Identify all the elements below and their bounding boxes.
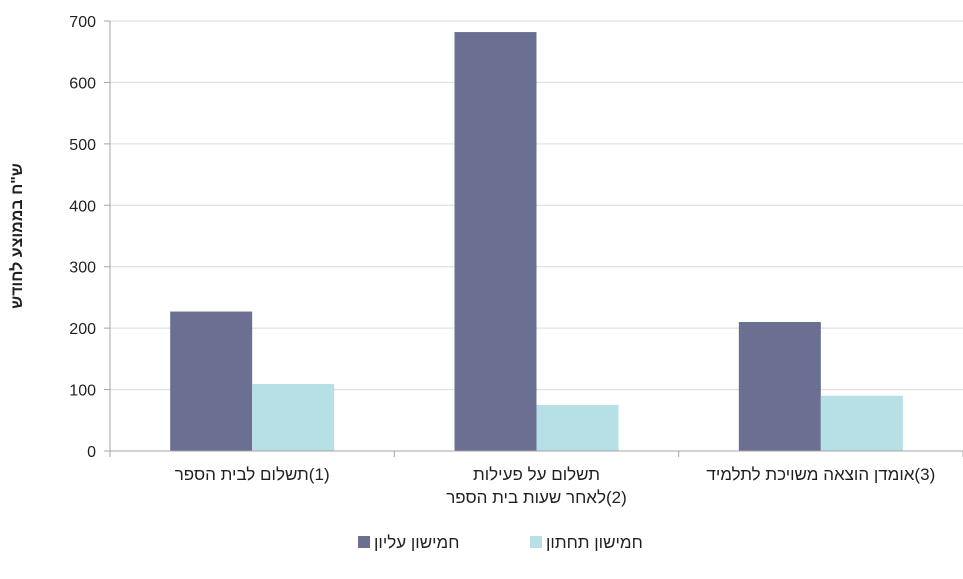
bar-bottom-quintile-3 [820,395,903,451]
y-axis-label: ש"ח בממוצע לחודש [8,163,26,309]
category-label: (1)תשלום לבית הספר [175,465,330,484]
bar-top-quintile-3 [738,322,821,451]
y-tick-label: 700 [69,14,96,31]
y-tick-label: 100 [69,383,96,400]
category-labels: (1)תשלום לבית הספר תשלום על פעילות (2)לאחר… [175,465,936,507]
axes [104,20,963,457]
legend-swatch [358,536,370,548]
legend: חמישון עליון חמישון תחתון [358,533,643,552]
y-tick-label: 0 [87,444,96,461]
y-tick-label: 600 [69,75,96,92]
bar-bottom-quintile-1 [252,384,335,451]
y-tick-label: 400 [69,198,96,215]
bar-top-quintile-2 [454,32,537,452]
legend-swatch [530,536,542,548]
bar-top-quintile-1 [170,311,253,451]
y-tick-labels: 0 100 200 300 400 500 600 700 [69,14,96,461]
legend-label: חמישון עליון [374,533,459,552]
y-tick-label: 300 [69,260,96,277]
bar-bottom-quintile-2 [536,404,619,451]
y-tick-label: 500 [69,137,96,154]
y-tick-label: 200 [69,321,96,338]
legend-label: חמישון תחתון [546,533,643,552]
category-label: תשלום על פעילות [473,465,600,484]
category-label: (2)לאחר שעות בית הספר [446,488,627,507]
category-label: (3)אומדן הוצאה משויכת לתלמיד [706,465,935,484]
bars [170,32,903,452]
